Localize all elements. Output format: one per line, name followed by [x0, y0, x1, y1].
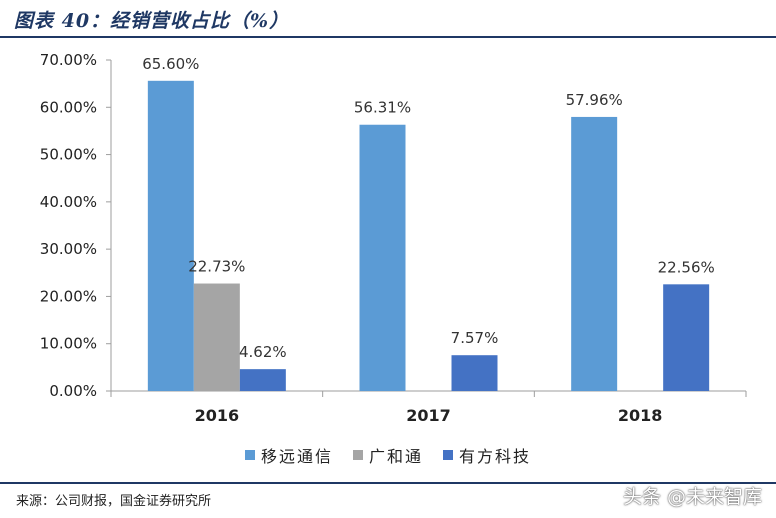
y-tick-label: 50.00% [40, 146, 97, 164]
bar [147, 80, 194, 391]
y-tick-label: 60.00% [40, 98, 97, 116]
legend-label: 有方科技 [459, 447, 532, 466]
y-tick-label: 20.00% [40, 287, 97, 305]
x-tick-label: 2017 [406, 406, 451, 425]
figure-title: 图表 40：经销营收占比（%） [14, 10, 290, 32]
data-labels: 65.60% 22.73% 4.62% 56.31% 7.57% 57.96% 22.56% [142, 55, 715, 361]
x-tick-label: 2018 [618, 406, 663, 425]
data-label: 22.73% [188, 258, 245, 276]
title-divider [0, 36, 776, 38]
footer-divider [0, 482, 776, 484]
x-tick-label: 2016 [195, 406, 240, 425]
y-tick-label: 40.00% [40, 193, 97, 211]
bar [193, 283, 240, 391]
bar-chart: 0.00% 10.00% 20.00% 30.00% 40.00% 50.00% 60.00… [40, 51, 747, 425]
y-axis: 0.00% 10.00% 20.00% 30.00% 40.00% 50.00% 60.00… [40, 51, 112, 400]
legend-label: 广和通 [368, 447, 423, 466]
bar [451, 355, 498, 391]
y-tick-label: 0.00% [49, 382, 97, 400]
bars [147, 80, 710, 392]
legend-item: 移远通信 [244, 443, 333, 467]
legend-item: 广和通 [352, 443, 423, 467]
legend-item: 有方科技 [443, 443, 531, 467]
data-label: 65.60% [142, 55, 199, 73]
bar [571, 116, 618, 391]
data-label: 4.62% [239, 343, 287, 361]
legend-label: 移远通信 [260, 447, 333, 466]
data-label: 56.31% [354, 99, 411, 117]
y-tick-label: 70.00% [40, 51, 97, 69]
watermark: 头条 @未来智库 [622, 486, 762, 508]
bar [663, 284, 710, 391]
bar [359, 124, 406, 392]
y-tick-label: 10.00% [40, 335, 97, 353]
data-label: 22.56% [658, 258, 715, 276]
legend-swatch [352, 450, 363, 460]
legend-swatch [443, 450, 453, 460]
data-label: 7.57% [451, 329, 499, 347]
data-label: 57.96% [566, 91, 623, 109]
x-axis: 2016 2017 2018 [110, 390, 747, 425]
legend-swatch [244, 450, 255, 460]
source-note: 来源：公司财报，国金证券研究所 [16, 494, 212, 509]
y-tick-label: 30.00% [40, 240, 97, 258]
legend: 移远通信 广和通 有方科技 [0, 443, 776, 467]
bar [239, 369, 286, 391]
